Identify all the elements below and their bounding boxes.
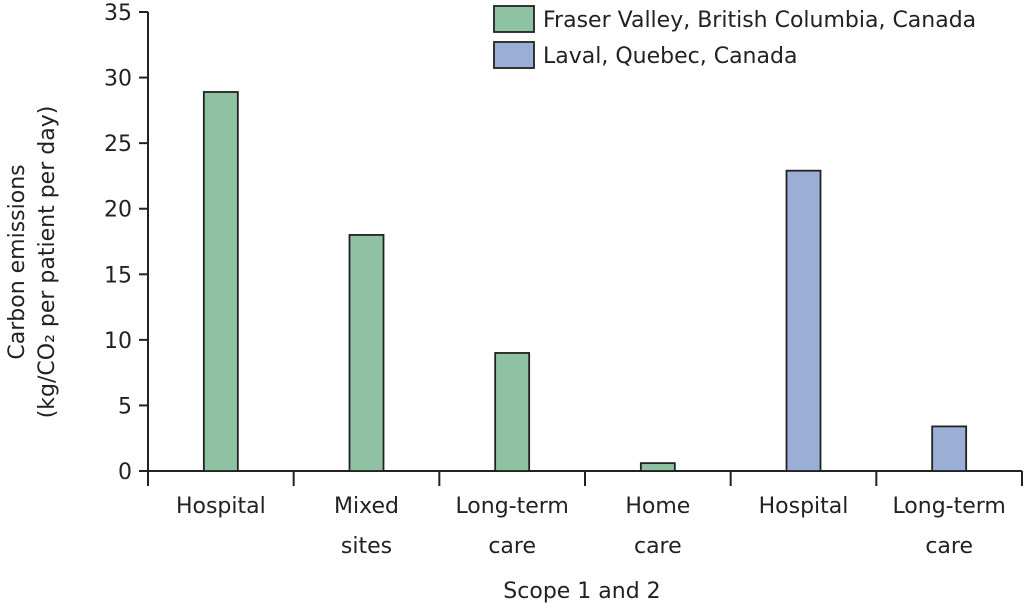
x-category-label: Long-term	[455, 494, 568, 519]
bar	[931, 425, 968, 472]
legend-label: Laval, Quebec, Canada	[543, 44, 797, 69]
bar	[639, 462, 676, 472]
legend: Fraser Valley, British Columbia, Canada L…	[493, 5, 976, 69]
x-category-label: care	[488, 534, 536, 559]
x-category-label: care	[925, 534, 973, 559]
y-tick-label: 25	[104, 132, 132, 157]
legend-label: Fraser Valley, British Columbia, Canada	[543, 8, 976, 33]
legend-swatch	[493, 41, 535, 69]
x-category-label: Home	[625, 494, 690, 519]
y-axis-title-line2: (kg/CO₂ per patient per day)	[35, 106, 60, 419]
bars	[202, 91, 968, 472]
bar	[785, 169, 822, 472]
y-axis-title-line1: Carbon emissions	[5, 164, 30, 359]
y-tick-label: 0	[118, 460, 132, 485]
bar	[202, 91, 239, 472]
y-tick-label: 35	[104, 1, 132, 26]
x-category-label: sites	[341, 534, 392, 559]
x-category-label: Hospital	[759, 494, 849, 519]
y-tick-label: 15	[104, 263, 132, 288]
y-tick-label: 30	[104, 67, 132, 92]
y-tick-label: 5	[118, 394, 132, 419]
x-axis	[147, 470, 1023, 486]
x-category-label: Mixed	[334, 494, 399, 519]
x-category-label: Hospital	[176, 494, 266, 519]
legend-swatch	[493, 5, 535, 33]
category-labels: Hospital Mixed sites Long-term care Home care H…	[176, 494, 1006, 559]
x-category-label: Long-term	[892, 494, 1005, 519]
y-tick-label: 20	[104, 198, 132, 223]
x-category-label: care	[634, 534, 682, 559]
y-axis: 0 5 10 15 20 25 30 35	[104, 1, 149, 485]
bar	[348, 234, 385, 472]
y-tick-label: 10	[104, 329, 132, 354]
bar	[494, 352, 531, 472]
x-axis-title: Scope 1 and 2	[503, 579, 660, 604]
